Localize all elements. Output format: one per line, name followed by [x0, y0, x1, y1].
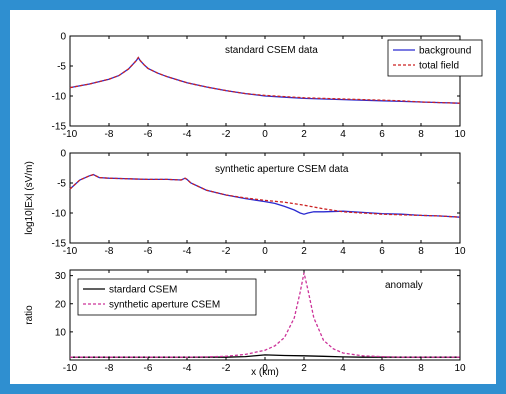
x-tick-label: -4: [183, 129, 192, 140]
y-tick-label: -15: [52, 239, 67, 250]
x-tick-label: -4: [183, 246, 192, 257]
legend-label: background: [419, 46, 471, 57]
x-tick-label: -8: [105, 363, 114, 374]
x-tick-label: -2: [222, 246, 231, 257]
x-tick-label: -6: [144, 246, 153, 257]
chart-panel-3: -10 -8 -6 -4 -2 0 2 4 6 8 10102030anomalystardard …: [24, 270, 466, 378]
x-tick-label: -6: [144, 129, 153, 140]
panel-annotation: synthetic aperture CSEM data: [215, 164, 349, 175]
y-axis-label: log10|Ex| (sV/m): [24, 161, 35, 235]
x-tick-label: -10: [63, 363, 78, 374]
x-tick-label: 2: [301, 129, 307, 140]
x-tick-label: -2: [222, 129, 231, 140]
x-tick-label: 10: [454, 129, 466, 140]
x-tick-label: 4: [340, 246, 346, 257]
x-tick-label: -8: [105, 246, 114, 257]
x-tick-label: 6: [379, 129, 385, 140]
y-tick-label: 10: [55, 327, 67, 338]
y-tick-label: 0: [60, 149, 66, 160]
x-tick-label: 0: [262, 246, 268, 257]
x-tick-label: 0: [262, 129, 268, 140]
x-tick-label: -6: [144, 363, 153, 374]
x-tick-label: 10: [454, 246, 466, 257]
x-tick-label: 4: [340, 363, 346, 374]
legend: stardard CSEM synthetic aperture CSEM: [78, 279, 256, 315]
y-tick-label: 0: [60, 32, 66, 43]
x-tick-label: 2: [301, 363, 307, 374]
x-tick-label: 8: [418, 363, 424, 374]
csem-figure: -10 -8 -6 -4 -2 0 2 4 6 8 10 0 -5 -10 -15 standard CSEM…: [10, 10, 496, 384]
x-tick-label: 10: [454, 363, 466, 374]
y-axis-label: ratio: [24, 305, 35, 325]
panel-annotation: anomaly: [385, 280, 423, 291]
x-tick-label: 4: [340, 129, 346, 140]
y-tick-label: 30: [55, 271, 67, 282]
x-axis-label: x (km): [251, 367, 279, 378]
x-tick-label: 6: [379, 363, 385, 374]
x-tick-label: 2: [301, 246, 307, 257]
y-tick-label: -15: [52, 122, 67, 133]
y-tick-label: -5: [57, 179, 66, 190]
x-tick-label: -4: [183, 363, 192, 374]
x-tick-label: 6: [379, 246, 385, 257]
x-tick-label: 8: [418, 246, 424, 257]
y-tick-label: -10: [52, 209, 67, 220]
x-tick-label: -2: [222, 363, 231, 374]
y-tick-label: -5: [57, 62, 66, 73]
x-tick-label: 8: [418, 129, 424, 140]
y-tick-label: 20: [55, 299, 67, 310]
legend-label: total field: [419, 61, 459, 72]
panel-annotation: standard CSEM data: [225, 45, 318, 56]
legend-label: stardard CSEM: [109, 285, 177, 296]
legend: background total field: [388, 40, 482, 76]
y-tick-label: -10: [52, 92, 67, 103]
x-tick-label: -8: [105, 129, 114, 140]
legend-label: synthetic aperture CSEM: [109, 300, 220, 311]
